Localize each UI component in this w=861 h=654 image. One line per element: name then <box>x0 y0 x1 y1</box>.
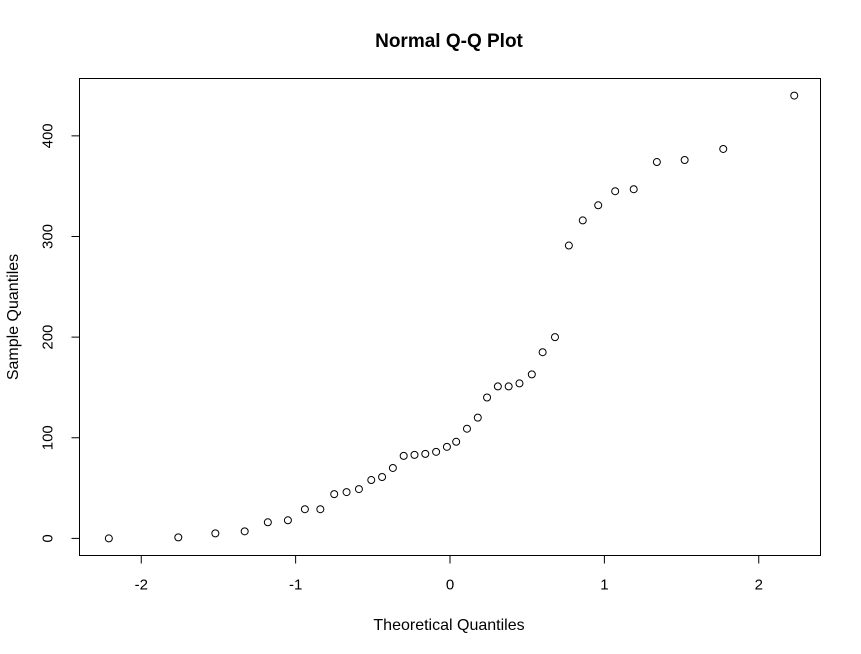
data-point <box>473 413 482 422</box>
x-axis: -2 -1 0 1 2 <box>135 555 763 594</box>
data-point <box>240 527 249 536</box>
data-point <box>550 333 559 342</box>
data-point <box>354 485 363 494</box>
data-point <box>538 348 547 357</box>
data-point <box>421 449 430 458</box>
data-point <box>611 187 620 196</box>
data-point <box>211 529 220 538</box>
data-point <box>378 473 387 482</box>
data-point <box>652 158 661 167</box>
data-point <box>104 534 113 543</box>
y-axis-label: Sample Quantiles <box>5 254 22 380</box>
data-point <box>719 144 728 153</box>
y-axis: 0 100 200 300 400 <box>40 123 80 543</box>
x-axis-label: Theoretical Quantiles <box>373 617 524 634</box>
y-tick-label: 400 <box>40 123 57 148</box>
data-point <box>342 488 351 497</box>
data-points <box>104 91 799 543</box>
data-point <box>330 490 339 499</box>
y-tick-label: 300 <box>40 224 57 249</box>
data-point <box>462 424 471 433</box>
data-point <box>452 437 461 446</box>
x-tick-label: -1 <box>289 577 302 594</box>
data-point <box>367 476 376 485</box>
data-point <box>263 518 272 527</box>
x-tick-label: 2 <box>755 577 763 594</box>
x-tick-label: 1 <box>600 577 608 594</box>
data-point <box>399 451 408 460</box>
data-point <box>174 533 183 542</box>
x-tick-label: 0 <box>446 577 454 594</box>
data-point <box>790 91 799 100</box>
x-tick-label: -2 <box>135 577 148 594</box>
data-point <box>283 516 292 525</box>
data-point <box>410 450 419 459</box>
chart-title: Normal Q-Q Plot <box>375 31 523 52</box>
data-point <box>515 379 524 388</box>
data-point <box>300 505 309 514</box>
data-point <box>483 393 492 402</box>
data-point <box>578 216 587 225</box>
data-point <box>316 505 325 514</box>
data-point <box>432 447 441 456</box>
data-point <box>680 156 689 165</box>
data-point <box>442 442 451 451</box>
data-point <box>594 201 603 210</box>
plot-frame <box>79 78 821 556</box>
data-point <box>504 382 513 391</box>
data-point <box>629 185 638 194</box>
data-point <box>564 241 573 250</box>
data-point <box>527 370 536 379</box>
data-point <box>388 463 397 472</box>
data-point <box>493 382 502 391</box>
y-tick-label: 100 <box>40 425 57 450</box>
y-tick-label: 200 <box>40 325 57 350</box>
y-tick-label: 0 <box>40 534 57 542</box>
